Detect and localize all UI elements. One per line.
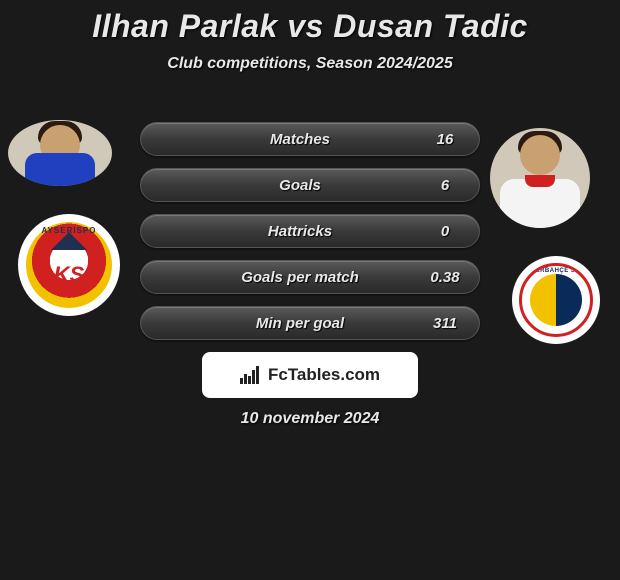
- page-title: Ilhan Parlak vs Dusan Tadic: [0, 0, 620, 45]
- bars-chart-icon: [240, 366, 262, 384]
- club-left-badge: AYSERISPO KS: [18, 214, 120, 316]
- stat-row-matches: Matches 16: [140, 122, 480, 156]
- stat-label: Min per goal: [141, 315, 419, 332]
- stat-value-right: 0.38: [419, 269, 479, 286]
- stat-value-right: 16: [419, 131, 479, 148]
- avatar-silhouette: [505, 133, 575, 223]
- crest-icon: AYSERISPO KS: [26, 222, 112, 308]
- crest-icon: FENERBAHÇE SPOR: [519, 263, 593, 337]
- stat-row-goals: Goals 6: [140, 168, 480, 202]
- footer-date: 10 november 2024: [0, 410, 620, 428]
- stat-label: Hattricks: [141, 223, 419, 240]
- stat-value-right: 311: [419, 315, 479, 332]
- stat-label: Goals per match: [141, 269, 419, 286]
- page-subtitle: Club competitions, Season 2024/2025: [0, 55, 620, 73]
- stat-row-goals-per-match: Goals per match 0.38: [140, 260, 480, 294]
- stat-label: Goals: [141, 177, 419, 194]
- brand-text: FcTables.com: [268, 365, 380, 385]
- comparison-card: Ilhan Parlak vs Dusan Tadic Club competi…: [0, 0, 620, 450]
- player-left-avatar: [8, 120, 112, 186]
- stat-value-right: 0: [419, 223, 479, 240]
- stat-row-hattricks: Hattricks 0: [140, 214, 480, 248]
- avatar-silhouette: [24, 123, 97, 182]
- stat-value-right: 6: [419, 177, 479, 194]
- stat-label: Matches: [141, 131, 419, 148]
- club-right-badge: FENERBAHÇE SPOR: [512, 256, 600, 344]
- player-right-avatar: [490, 128, 590, 228]
- brand-box[interactable]: FcTables.com: [202, 352, 418, 398]
- stat-row-min-per-goal: Min per goal 311: [140, 306, 480, 340]
